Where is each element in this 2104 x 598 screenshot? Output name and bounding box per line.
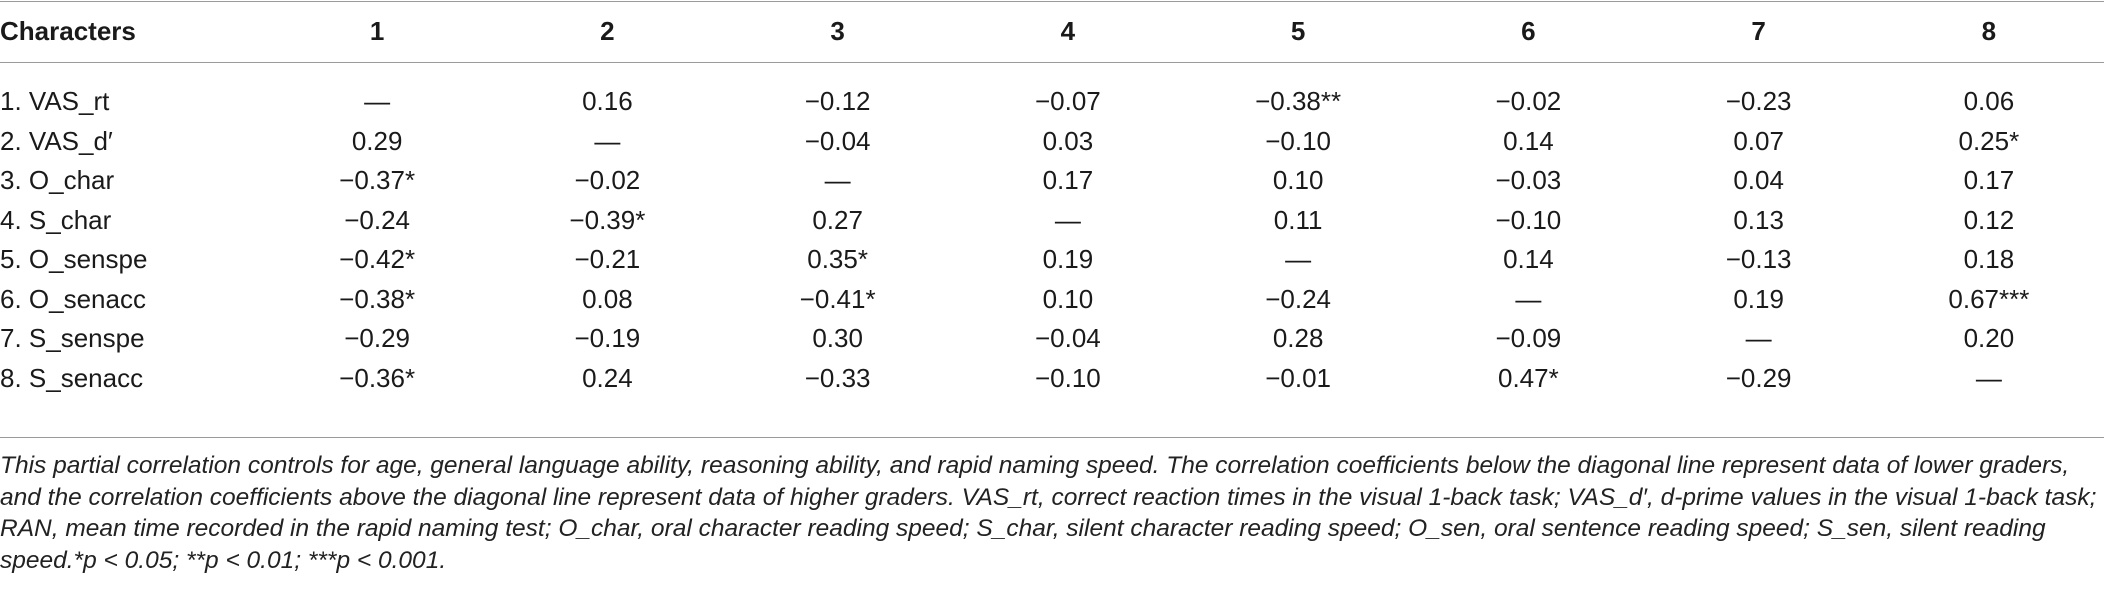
- table-cell: —: [364, 86, 391, 117]
- table-cell: 0.06: [1963, 86, 2015, 117]
- table-cell: −0.21: [574, 244, 641, 275]
- table-cell: −0.12: [804, 86, 871, 117]
- table-cell: −0.02: [574, 165, 641, 196]
- header-row: Characters 1 2 3 4 5 6 7 8: [0, 0, 2104, 62]
- table-cell: −0.36*: [339, 362, 416, 393]
- table-cell: 0.12: [1963, 204, 2015, 235]
- table-cell: −0.07: [1034, 86, 1101, 117]
- table-cell: —: [1975, 362, 2002, 393]
- row-label: 1. VAS_rt: [0, 86, 110, 117]
- table-cell: 0.18: [1963, 244, 2015, 275]
- table-cell: −0.10: [1495, 204, 1562, 235]
- table-cell: 0.25*: [1958, 125, 2020, 156]
- header-col-5: 5: [1290, 15, 1306, 46]
- table-cell: 0.08: [582, 283, 633, 314]
- table-cell: —: [824, 165, 851, 196]
- table-cell: 0.14: [1503, 244, 1554, 275]
- table-cell: 0.10: [1272, 165, 1324, 196]
- header-col-3: 3: [830, 15, 845, 46]
- bottom-rule: [0, 437, 2104, 438]
- table-cell: 0.27: [812, 204, 863, 235]
- row-label: 3. O_char: [0, 165, 115, 196]
- table-cell: 0.04: [1733, 165, 1784, 196]
- table-cell: 0.19: [1042, 244, 1094, 275]
- top-rule: [0, 1, 2104, 2]
- table-cell: 0.28: [1272, 323, 1324, 354]
- header-col-7: 7: [1751, 15, 1766, 46]
- row-label: 4. S_char: [0, 204, 112, 235]
- table-footnote: This partial correlation controls for ag…: [0, 452, 2097, 574]
- table-cell: −0.24: [1265, 283, 1332, 314]
- table-cell: 0.13: [1733, 204, 1784, 235]
- table-cell: −0.42*: [339, 244, 416, 275]
- correlation-table: Characters 1 2 3 4 5 6 7 8 1. VAS_rt — 0…: [0, 0, 2104, 399]
- table-cell: 0.11: [1273, 204, 1323, 235]
- table-cell: −0.01: [1265, 362, 1332, 393]
- header-col-8: 8: [1981, 15, 1997, 46]
- header-rule: [0, 62, 2104, 63]
- table-cell: —: [1745, 323, 1772, 354]
- table-cell: −0.29: [1725, 362, 1792, 393]
- row-label: 2. VAS_d′: [0, 125, 113, 156]
- table-row: 7. S_senspe −0.29 −0.19 0.30 −0.04 0.28 …: [0, 319, 2104, 359]
- table-cell: −0.24: [344, 204, 411, 235]
- table-cell: 0.10: [1042, 283, 1094, 314]
- table-cell: −0.19: [574, 323, 641, 354]
- table-cell: 0.17: [1042, 165, 1094, 196]
- table-row: 2. VAS_d′ 0.29 — −0.04 0.03 −0.10 0.14 0…: [0, 122, 2104, 162]
- table-cell: 0.07: [1733, 125, 1784, 156]
- table-cell: 0.47*: [1498, 362, 1559, 393]
- table-cell: 0.14: [1503, 125, 1554, 156]
- table-cell: 0.03: [1042, 125, 1094, 156]
- header-col-2: 2: [600, 15, 615, 46]
- table-cell: −0.09: [1495, 323, 1562, 354]
- table-cell: 0.29: [351, 125, 403, 156]
- table-cell: 0.17: [1963, 165, 2015, 196]
- table-cell: 0.16: [582, 86, 633, 117]
- table-row: 8. S_senacc −0.36* 0.24 −0.33 −0.10 −0.0…: [0, 359, 2104, 399]
- table-cell: —: [1515, 283, 1542, 314]
- table-row: 4. S_char −0.24 −0.39* 0.27 — 0.11 −0.10…: [0, 201, 2104, 241]
- table-cell: —: [1285, 244, 1312, 275]
- table-cell: 0.67***: [1948, 283, 2030, 314]
- row-label: 7. S_senspe: [0, 323, 145, 354]
- table-cell: −0.41*: [799, 283, 876, 314]
- header-col-1: 1: [369, 15, 385, 46]
- table-cell: −0.04: [804, 125, 871, 156]
- header-characters: Characters: [0, 15, 136, 46]
- row-label: 8. S_senacc: [0, 362, 144, 393]
- table-cell: 0.24: [582, 362, 633, 393]
- table-cell: —: [1054, 204, 1081, 235]
- table-cell: 0.30: [812, 323, 863, 354]
- table-row: 3. O_char −0.37* −0.02 — 0.17 0.10 −0.03…: [0, 161, 2104, 201]
- table-row: 5. O_senspe −0.42* −0.21 0.35* 0.19 — 0.…: [0, 240, 2104, 280]
- header-col-4: 4: [1060, 15, 1076, 46]
- table-cell: 0.35*: [807, 244, 868, 275]
- table-cell: −0.23: [1725, 86, 1792, 117]
- table-cell: 0.19: [1733, 283, 1784, 314]
- table-cell: −0.13: [1725, 244, 1792, 275]
- table-cell: −0.02: [1495, 86, 1562, 117]
- row-label: 6. O_senacc: [0, 283, 146, 314]
- table-cell: −0.10: [1265, 125, 1332, 156]
- table-row: 1. VAS_rt — 0.16 −0.12 −0.07 −0.38** −0.…: [0, 62, 2104, 122]
- table-cell: −0.39*: [569, 204, 646, 235]
- row-label: 5. O_senspe: [0, 244, 148, 275]
- table-row: 6. O_senacc −0.38* 0.08 −0.41* 0.10 −0.2…: [0, 280, 2104, 320]
- table-cell: −0.38**: [1255, 86, 1342, 117]
- header-col-6: 6: [1521, 15, 1536, 46]
- table-cell: −0.33: [804, 362, 871, 393]
- table-cell: −0.04: [1034, 323, 1101, 354]
- table-cell: −0.03: [1495, 165, 1562, 196]
- table-cell: —: [594, 125, 621, 156]
- table-cell: 0.20: [1963, 323, 2015, 354]
- table-cell: −0.38*: [339, 283, 416, 314]
- table-cell: −0.37*: [339, 165, 416, 196]
- table-cell: −0.29: [344, 323, 411, 354]
- table-cell: −0.10: [1034, 362, 1101, 393]
